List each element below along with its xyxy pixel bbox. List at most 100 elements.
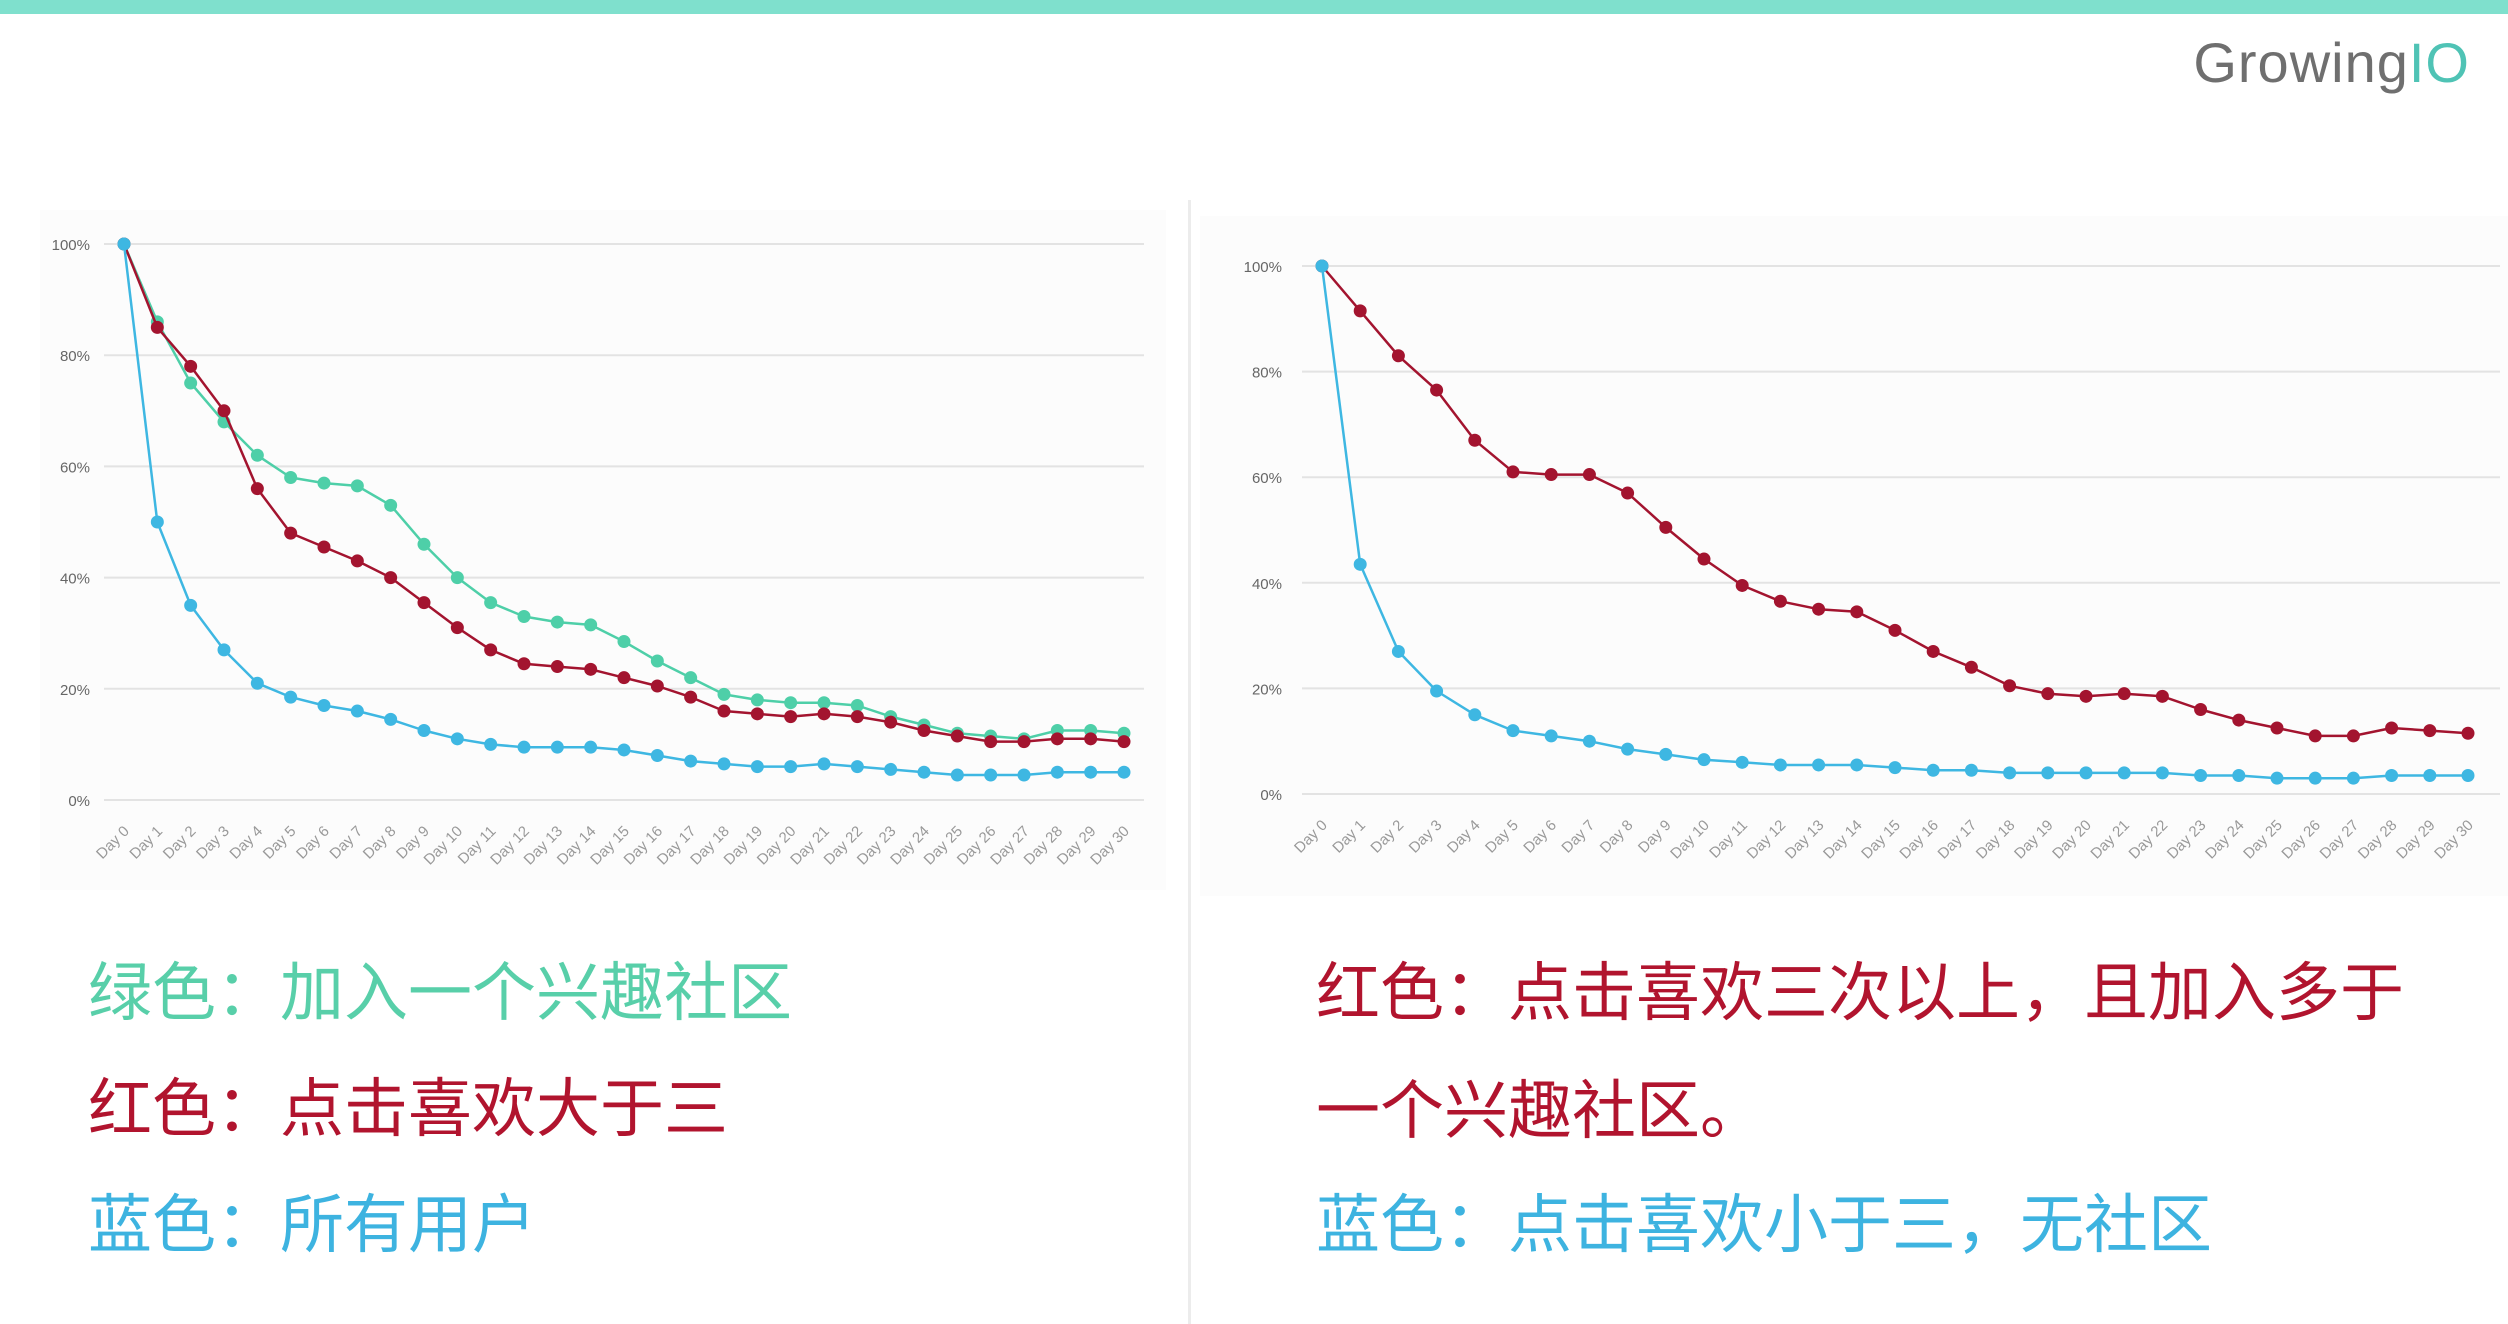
data-point-blue	[1659, 747, 1673, 761]
data-point-blue	[1964, 763, 1978, 777]
x-tick-label: Day 3	[1406, 817, 1446, 857]
y-tick-label: 60%	[60, 459, 90, 476]
x-tick-label: Day 1	[126, 823, 166, 863]
data-point-red	[217, 404, 231, 418]
data-point-green	[417, 537, 431, 551]
data-point-blue	[2232, 769, 2246, 783]
data-point-red	[484, 643, 498, 657]
data-point-blue	[484, 737, 498, 751]
x-tick-label: Day 21	[2087, 817, 2133, 863]
x-tick-label: Day 10	[1667, 817, 1713, 863]
data-point-red	[2003, 679, 2017, 693]
data-point-red	[2194, 703, 2208, 717]
data-point-blue	[650, 749, 664, 763]
data-point-blue	[2461, 769, 2475, 783]
data-point-red	[450, 621, 464, 635]
data-point-red	[2232, 713, 2246, 727]
y-tick-label: 40%	[60, 571, 90, 588]
x-tick-label: Day 8	[1597, 817, 1637, 857]
data-point-blue	[1050, 765, 1064, 779]
x-tick-label: Day 15	[1858, 817, 1904, 863]
data-point-red	[1468, 433, 1482, 447]
data-point-blue	[850, 760, 864, 774]
data-point-red	[184, 359, 198, 373]
x-tick-label: Day 2	[160, 823, 200, 863]
x-tick-label: Day 1	[1329, 817, 1369, 857]
data-point-blue	[317, 698, 331, 712]
x-tick-label: Day 4	[1444, 817, 1484, 857]
series-line-green	[122, 243, 1125, 741]
retention-chart-right: 0% 20% 40% 60% 80% 100% Day 0 Day 1 Day 2 Day 3 Da…	[1200, 216, 2508, 896]
data-point-red	[2117, 687, 2131, 701]
x-tick-label: Day 6	[1520, 817, 1560, 857]
data-point-red	[650, 679, 664, 693]
data-point-red	[917, 724, 931, 737]
caption-left-blue: 蓝色：所有用户	[88, 1189, 536, 1263]
data-point-red	[750, 707, 764, 721]
data-point-red	[284, 526, 298, 540]
data-point-blue	[1506, 724, 1520, 738]
data-point-green	[817, 696, 831, 710]
data-point-red	[684, 690, 698, 704]
data-point-red	[584, 662, 598, 676]
logo-text-main: Growing	[2193, 31, 2409, 94]
data-point-blue	[2003, 766, 2017, 780]
data-point-green	[384, 498, 398, 512]
data-point-red	[2270, 721, 2284, 735]
x-tick-label: Day 14	[1820, 817, 1866, 863]
data-point-green	[784, 696, 798, 710]
data-point-red	[2308, 729, 2322, 743]
x-tick-label: Day 29	[2393, 817, 2439, 863]
data-point-green	[550, 615, 564, 629]
data-point-blue	[117, 237, 131, 251]
data-point-blue	[2346, 771, 2360, 785]
y-tick-label: 80%	[60, 348, 90, 365]
data-point-blue	[1353, 557, 1367, 571]
data-point-red	[350, 554, 364, 568]
caption-right-red-line1: 红色：点击喜欢三次以上，且加入多于	[1316, 957, 2404, 1031]
data-point-blue	[1621, 742, 1635, 756]
data-point-red	[1506, 465, 1520, 479]
data-point-red	[617, 671, 631, 685]
data-point-blue	[2079, 766, 2093, 780]
data-point-red	[2461, 726, 2475, 740]
x-tick-label: Day 27	[2317, 817, 2363, 863]
x-tick-label: Day 8	[360, 823, 400, 863]
data-point-red	[884, 715, 898, 729]
data-point-blue	[550, 740, 564, 754]
data-point-red	[1017, 735, 1031, 749]
data-point-blue	[2423, 769, 2437, 783]
data-point-blue	[2155, 766, 2169, 780]
data-point-green	[184, 376, 198, 390]
data-point-red	[417, 596, 431, 610]
data-point-red	[1391, 349, 1405, 363]
data-point-red	[250, 482, 264, 496]
x-tick-label: Day 30	[2431, 817, 2477, 863]
data-point-blue	[617, 743, 631, 757]
data-point-red	[1621, 486, 1635, 500]
data-point-blue	[350, 704, 364, 718]
data-point-blue	[584, 740, 598, 754]
data-point-blue	[684, 754, 698, 768]
data-point-blue	[1697, 753, 1711, 767]
x-tick-label: Day 5	[260, 823, 300, 863]
data-point-green	[717, 687, 731, 701]
y-tick-label: 0%	[68, 793, 90, 810]
data-point-blue	[384, 712, 398, 726]
data-point-blue	[284, 690, 298, 704]
data-point-blue	[984, 768, 998, 782]
data-point-red	[1050, 732, 1064, 746]
data-point-blue	[1315, 259, 1329, 273]
data-point-blue	[817, 757, 831, 771]
data-point-red	[817, 707, 831, 721]
data-point-red	[1353, 304, 1367, 318]
x-tick-label: Day 0	[93, 823, 133, 863]
data-point-blue	[1017, 768, 1031, 782]
data-point-green	[517, 610, 531, 624]
x-tick-label: Day 20	[2049, 817, 2095, 863]
data-point-blue	[1773, 758, 1787, 772]
data-point-blue	[784, 760, 798, 774]
x-tick-label: Day 2	[1367, 817, 1407, 857]
data-point-red	[2079, 689, 2093, 703]
top-accent-bar	[0, 0, 2508, 14]
